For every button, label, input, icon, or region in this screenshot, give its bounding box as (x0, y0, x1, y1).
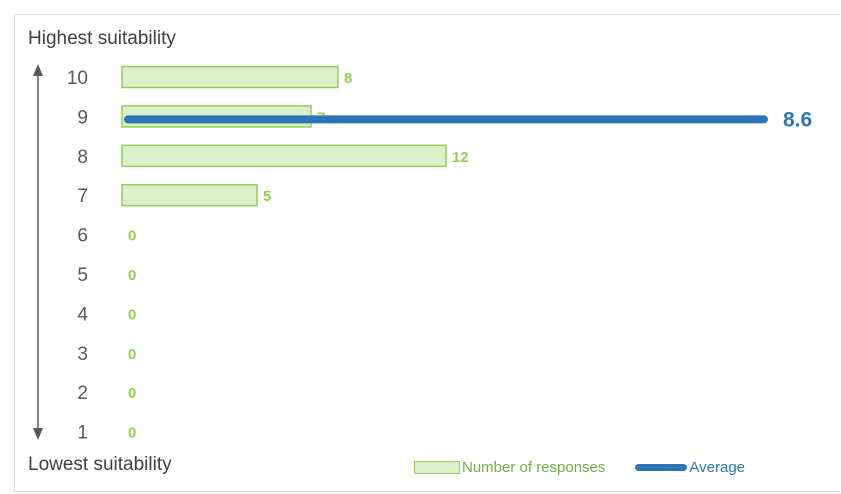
bar-value-label: 0 (128, 385, 136, 402)
legend-label-responses: Number of responses (462, 459, 606, 476)
legend-label-average: Average (689, 459, 746, 476)
category-label: 2 (77, 383, 88, 404)
bar-value-label: 0 (128, 306, 136, 323)
axis-arrow-down (33, 428, 43, 440)
bar (121, 183, 258, 207)
category-label: 5 (77, 265, 88, 286)
bar-value-label: 8 (344, 70, 352, 87)
legend-swatch-responses (414, 461, 460, 474)
category-label: 9 (77, 107, 88, 128)
category-label: 10 (67, 68, 88, 89)
bar-value-label: 0 (128, 228, 136, 245)
average-value-label: 8.6 (783, 108, 812, 131)
bottom-axis-label: Lowest suitability (28, 454, 172, 475)
category-label: 1 (77, 423, 88, 444)
axis-arrow-up (33, 64, 43, 76)
bar-value-label: 0 (128, 267, 136, 284)
bar-value-label: 5 (263, 188, 271, 205)
legend-swatch-average (635, 464, 688, 471)
bar (121, 144, 447, 168)
bar (121, 65, 339, 89)
category-label: 6 (77, 226, 88, 247)
legend: Number of responses Average (414, 459, 745, 476)
category-label: 4 (77, 304, 88, 325)
bar-value-label: 12 (452, 149, 469, 166)
top-axis-label: Highest suitability (28, 28, 176, 49)
category-label: 8 (77, 147, 88, 168)
bar-value-label: 0 (128, 346, 136, 363)
bar-value-label: 0 (128, 425, 136, 442)
category-label: 7 (77, 186, 88, 207)
chart-frame (14, 14, 840, 492)
category-label: 3 (77, 344, 88, 365)
